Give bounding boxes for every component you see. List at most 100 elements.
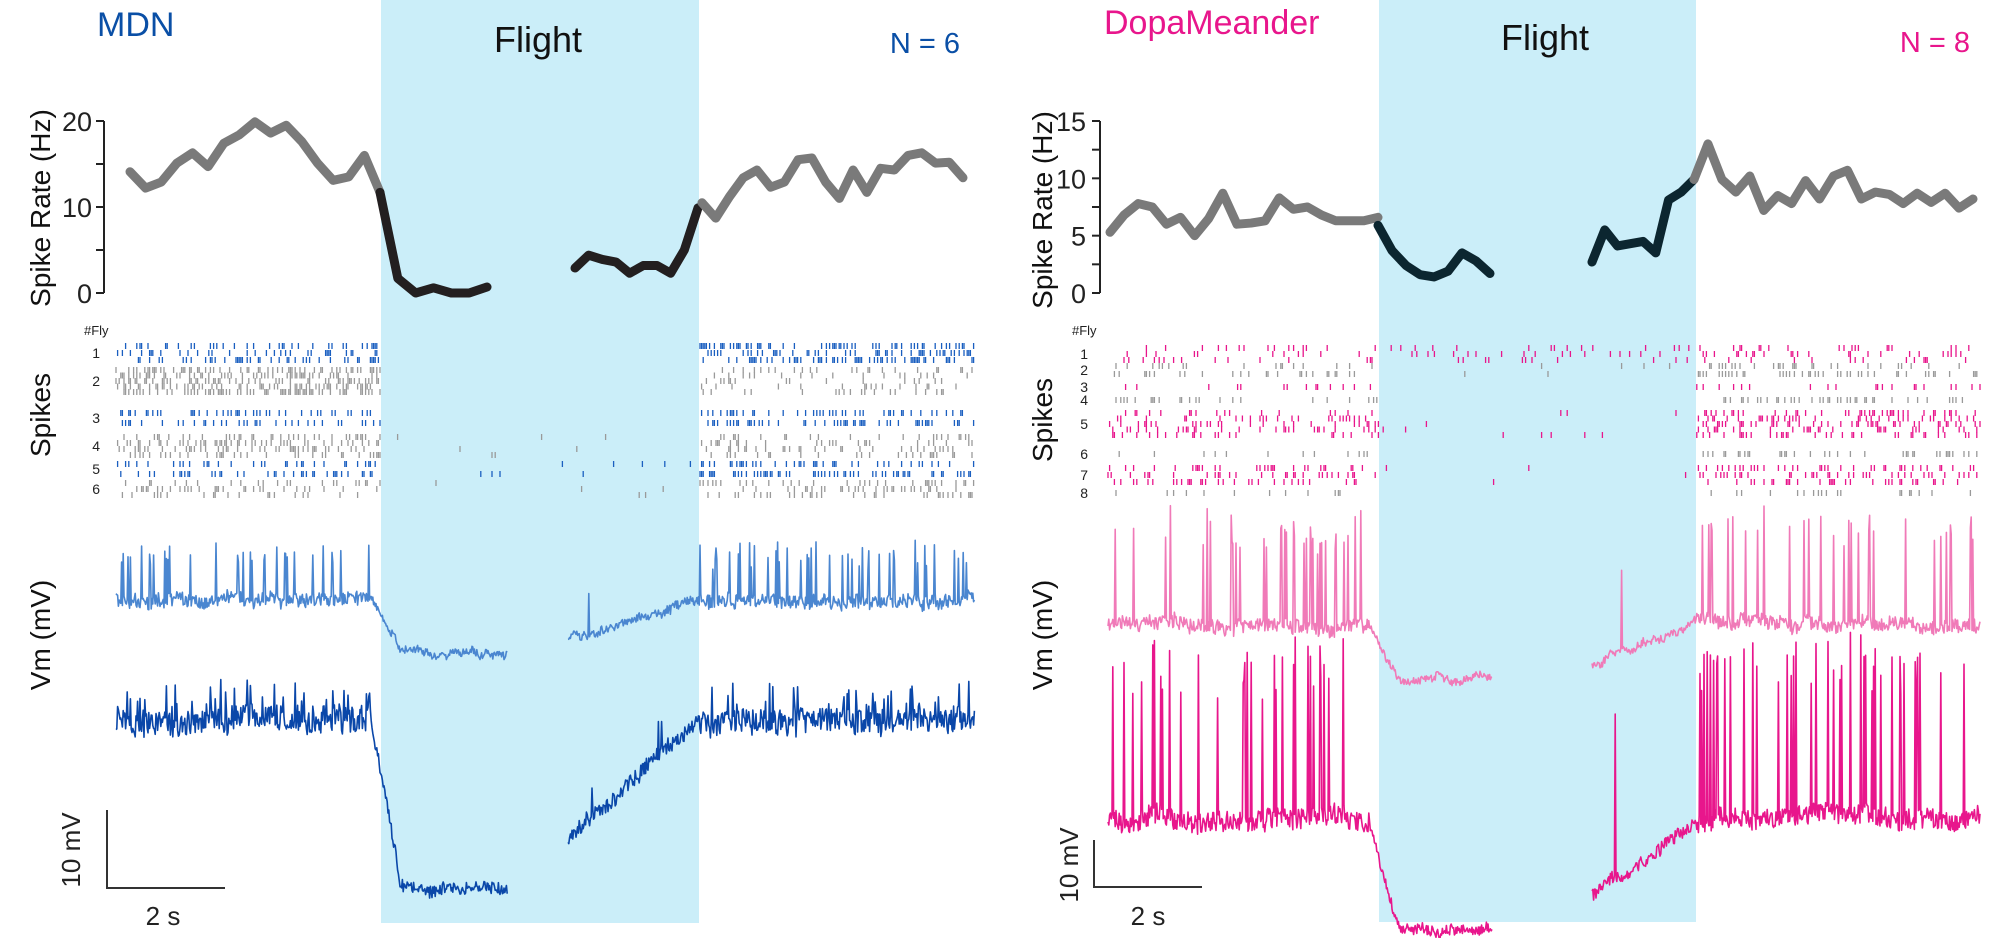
spike-raster-mdn: 1 2 3 4 5 6 [92,343,975,498]
fly-row-label: 3 [1080,379,1088,395]
flight-band-dopameander [1379,0,1696,922]
fly-row-label: 3 [92,410,100,426]
fly-row-4 [1115,397,1964,403]
raster-trial [121,492,973,498]
fly-row-2 [1113,363,1978,377]
y-axis-label-vm-mdn: Vm (mV) [25,580,56,690]
y-axis-mdn: 0 10 20 [62,107,105,309]
y-axis-label-rate-mdn: Spike Rate (Hz) [25,109,56,307]
raster-trial [1126,351,1962,357]
scale-bar-time-label-dopameander: 2 s [1131,901,1166,931]
vm-trace-1 [567,539,976,641]
n-label-dopameander: N = 8 [1900,27,1970,59]
y-tick-label: 0 [77,279,92,309]
fly-row-label: 4 [92,438,100,454]
fly-row-label: 2 [1080,362,1088,378]
n-label-mdn: N = 6 [890,28,960,60]
fly-row-label: 5 [92,461,100,477]
raster-trial [121,420,975,426]
spike-rate-lines-dopameander [1105,139,1978,282]
raster-trial [1108,421,1981,427]
y-axis-label-vm-dopameander: Vm (mV) [1027,580,1058,690]
raster-trial [124,480,975,486]
raster-trial [116,350,972,356]
fly-row-5 [1108,410,1981,438]
raster-trial [1108,465,1975,471]
raster-trial [1124,384,1981,390]
raster-trial [124,343,975,349]
scale-bar-time-label-mdn: 2 s [146,901,181,931]
scale-bar-dopameander [1093,840,1202,888]
raster-trial [1115,397,1964,403]
raster-trial [123,434,970,440]
spike-rate-line-flight-offset [570,203,703,278]
vm-trace-1 [115,542,508,661]
fly-row-4 [116,434,973,458]
spike-rate-line-pre-flight [1105,188,1383,241]
raster-trial [116,440,973,446]
raster-trial [115,367,973,373]
panel-title-dopameander: DopaMeander [1104,4,1319,42]
fly-row-7 [1107,465,1978,485]
panel-title-mdn: MDN [97,6,174,44]
scale-bar-mdn [106,810,225,889]
spike-rate-line-post-flight [697,148,968,223]
vm-trace-2 [567,680,976,845]
fly-header-mdn: #Fly [84,323,109,338]
raster-trial [1107,472,1978,478]
raster-trial [1115,363,1960,369]
raster-trial [1113,479,1959,485]
y-tick-label: 0 [1071,279,1086,309]
fly-row-8 [1115,490,1972,496]
vm-trace-2 [115,678,508,899]
vm-trace-2 [1591,631,1981,901]
y-axis-label-spikes-mdn: Spikes [25,373,56,457]
spike-rate-line-pre-flight [125,117,385,197]
spike-rate-lines-mdn [125,117,968,298]
fly-row-1 [1123,345,1970,363]
raster-trial [123,389,944,395]
fly-row-label: 2 [92,373,100,389]
fly-row-label: 6 [92,481,100,497]
raster-trial [1112,432,1978,438]
raster-trial [118,446,954,452]
fly-row-label: 1 [92,345,100,361]
raster-trial [137,357,975,363]
vm-traces-mdn [115,539,976,899]
y-axis-label-rate-dopameander: Spike Rate (Hz) [1027,111,1058,309]
y-tick-label: 5 [1071,222,1086,252]
scale-bar-voltage-label-dopameander: 10 mV [1054,827,1084,903]
flight-band-mdn [381,0,699,923]
fly-row-5 [116,461,975,477]
panel-dopameander: DopaMeander Flight N = 8 Spike Rate (Hz)… [1027,4,1981,938]
fly-row-label: 7 [1080,467,1088,483]
vm-trace-1 [1107,504,1493,687]
fly-row-3 [1124,384,1981,390]
raster-trial [1113,371,1978,377]
vm-trace-2 [1107,636,1493,938]
vm-traces-dopameander [1107,504,1981,938]
raster-trial [1116,415,1975,422]
fly-row-label: 5 [1080,416,1088,432]
fly-row-label: 1 [1080,346,1088,362]
fly-row-6 [121,480,975,498]
panel-mdn: MDN Flight N = 6 Spike Rate (Hz) 0 10 20 S… [25,6,976,931]
fly-row-1 [116,343,975,363]
raster-trial [1145,345,1970,351]
fly-row-label: 8 [1080,485,1088,501]
scale-bar-voltage-label-mdn: 10 mV [56,812,86,888]
raster-trial [120,410,964,416]
raster-trial [136,486,957,492]
flight-label-mdn: Flight [494,19,582,60]
flight-label-dopameander: Flight [1501,17,1589,58]
fly-row-label: 4 [1080,392,1088,408]
y-tick-label: 15 [1056,107,1086,137]
y-axis-label-spikes-dopameander: Spikes [1027,378,1058,462]
raster-trial [116,461,975,467]
fly-row-2 [115,367,973,395]
y-tick-label: 10 [1056,164,1086,194]
raster-trial [115,378,943,384]
y-tick-label: 20 [62,107,92,137]
raster-trial [1118,451,1978,457]
